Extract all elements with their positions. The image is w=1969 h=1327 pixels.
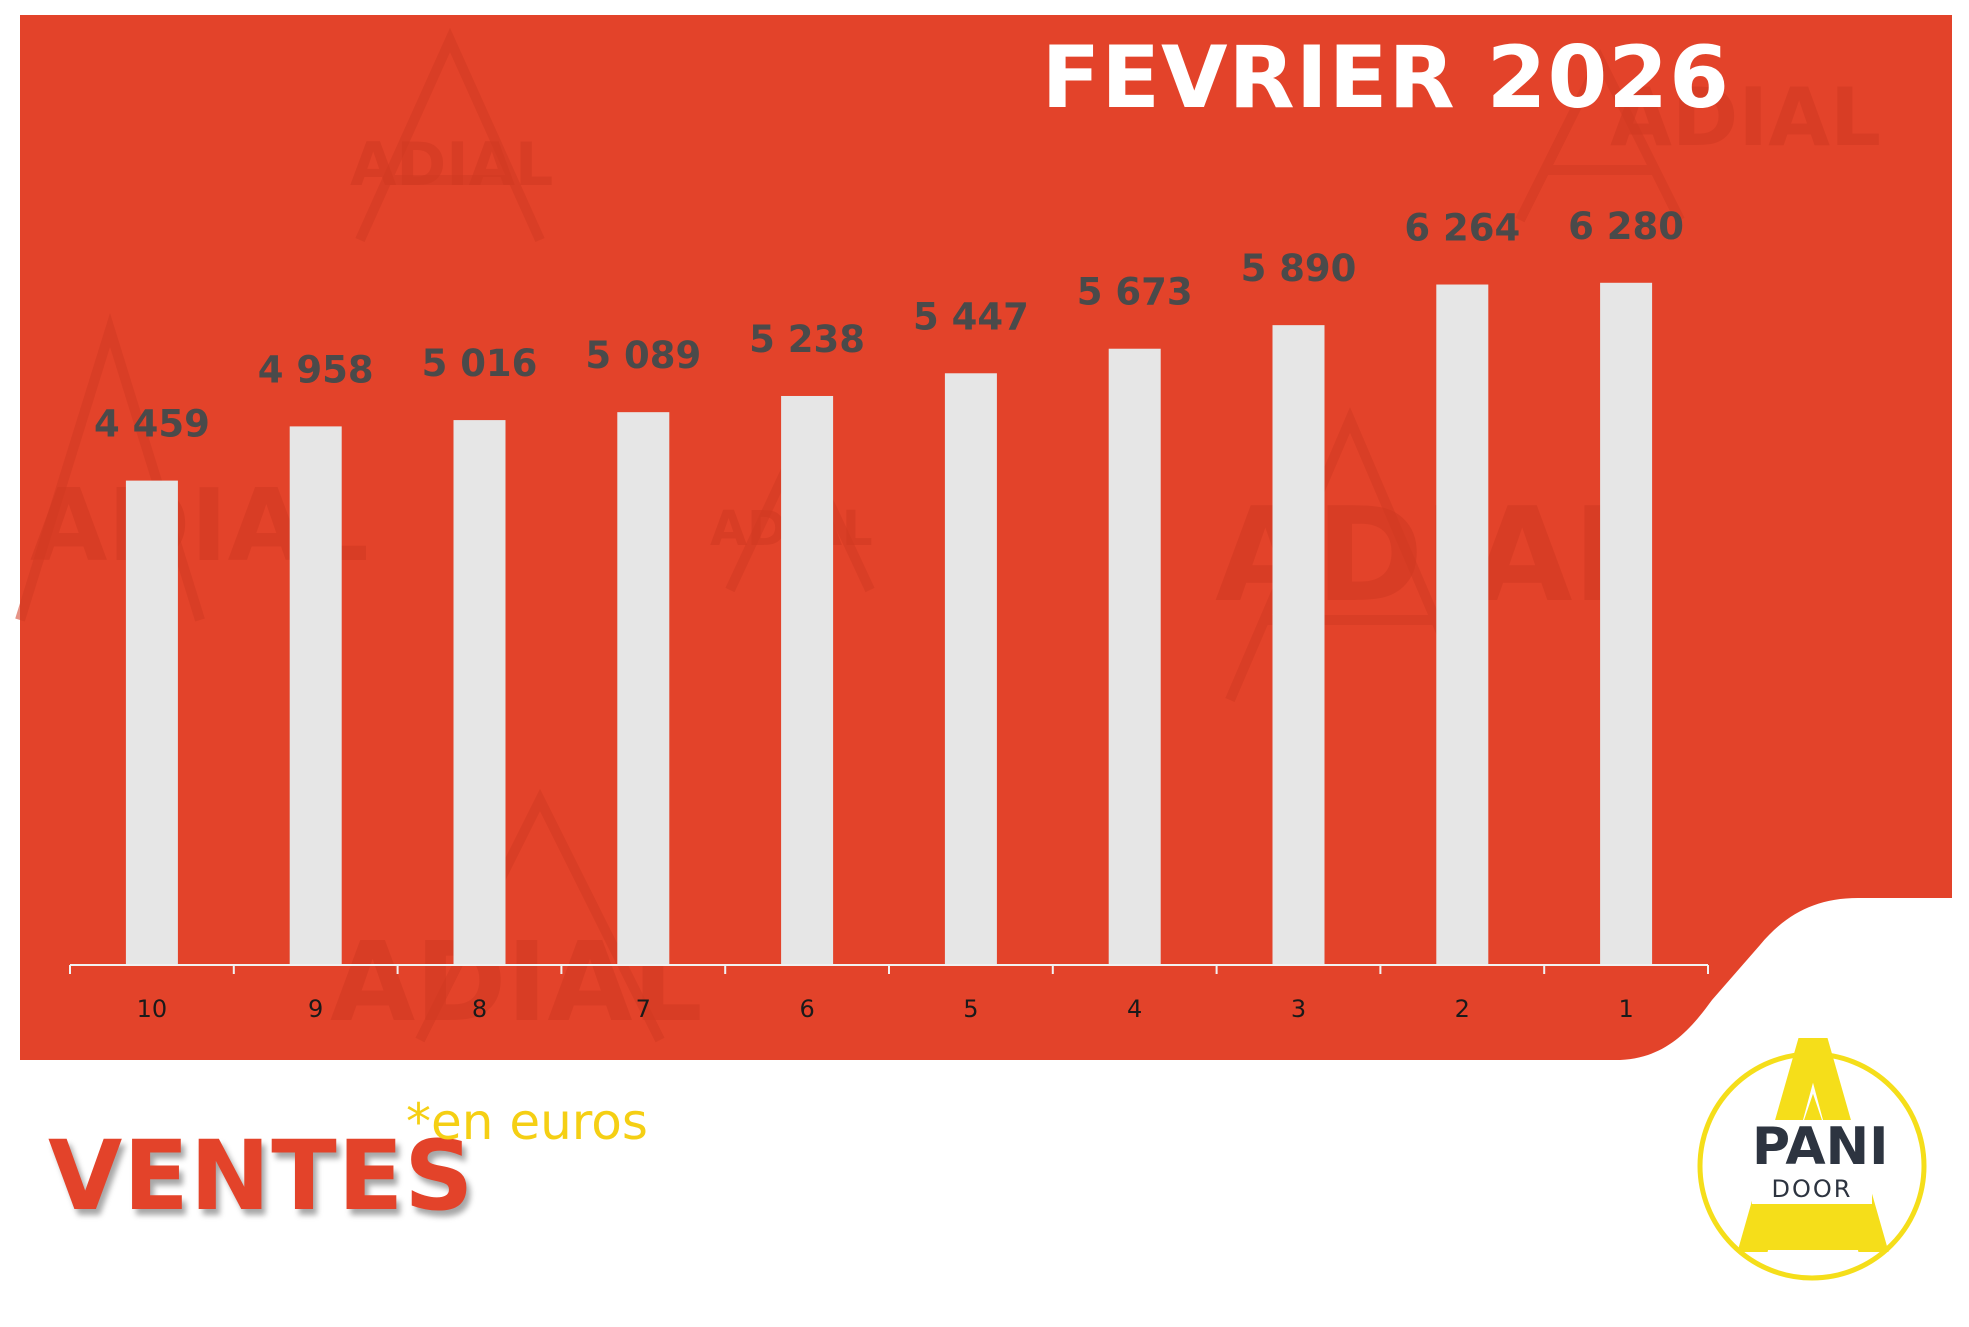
bar-value-label: 5 890	[1241, 247, 1357, 290]
bar-value-label: 6 264	[1404, 207, 1520, 250]
logo-text-pani: PANI	[1752, 1117, 1889, 1177]
bar	[289, 426, 342, 966]
bar	[1108, 348, 1161, 965]
x-tick-label: 7	[636, 995, 651, 1023]
x-tick-label: 9	[308, 995, 323, 1023]
bar	[453, 420, 506, 965]
x-tick-labels: 10 9 8 7 6 5 4 3 2 1	[137, 995, 1634, 1023]
x-tick-label: 4	[1127, 995, 1142, 1023]
logo-label-backdrop	[1752, 1120, 1872, 1204]
watermark-adial-1: ADIAL	[350, 130, 553, 200]
x-tick-label: 1	[1618, 995, 1633, 1023]
bar	[125, 480, 178, 965]
bar	[944, 373, 997, 966]
data-labels: 4 459 4 958 5 016 5 089 5 238 5 447 5 673 5 890…	[94, 205, 1684, 446]
x-axis	[69, 964, 1709, 974]
bar-value-label: 5 673	[1077, 271, 1193, 314]
bar	[1600, 282, 1653, 965]
x-tick-label: 5	[963, 995, 978, 1023]
bar	[617, 412, 670, 965]
bar-value-label: 5 016	[422, 342, 538, 385]
bar-value-label: 5 089	[585, 334, 701, 377]
bar-value-label: 4 958	[258, 348, 374, 391]
x-tick-label: 10	[137, 995, 168, 1023]
panidoor-logo	[1697, 1038, 1927, 1281]
bar-series	[125, 282, 1653, 966]
bar-value-label: 6 280	[1568, 205, 1684, 248]
x-tick-label: 6	[799, 995, 814, 1023]
chart-title: FEVRIER 2026	[1041, 28, 1730, 128]
ventes-label: VENTES	[48, 1120, 475, 1232]
bar	[1436, 284, 1489, 965]
unit-note: *en euros	[406, 1093, 648, 1151]
bar-value-label: 5 447	[913, 295, 1029, 338]
bar	[781, 395, 834, 965]
bar-value-label: 4 459	[94, 403, 210, 446]
logo-text-door: DOOR	[1771, 1175, 1853, 1203]
x-tick-label: 2	[1455, 995, 1470, 1023]
bar	[1272, 325, 1325, 965]
x-tick-label: 8	[472, 995, 487, 1023]
bar-value-label: 5 238	[749, 318, 865, 361]
watermark-adial-2: ADIAL	[1610, 71, 1881, 164]
x-tick-label: 3	[1291, 995, 1306, 1023]
